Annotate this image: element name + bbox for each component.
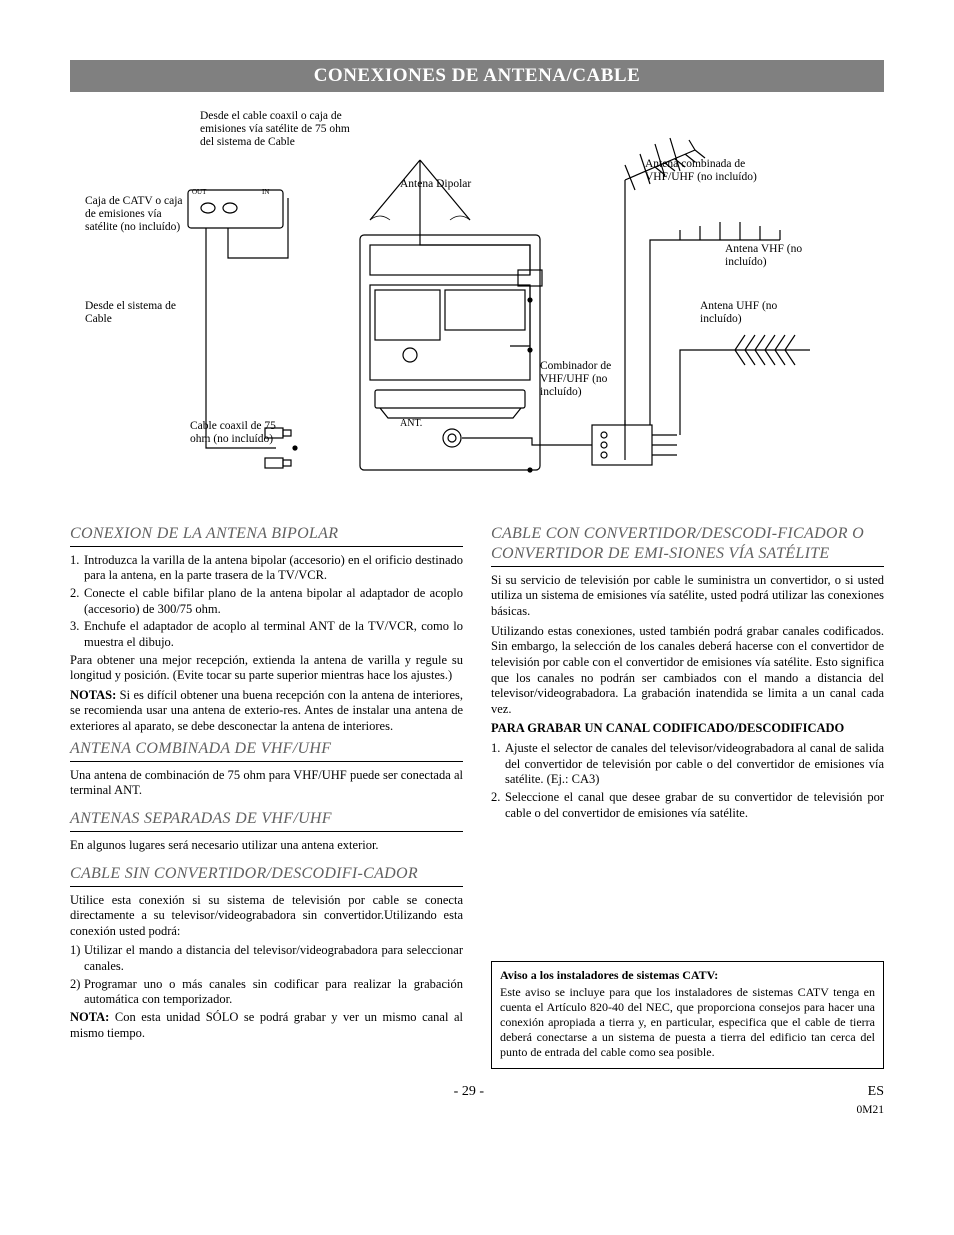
bipolar-p1: Para obtener una mejor recepción, extien… bbox=[70, 653, 463, 684]
conv-p1: Si su servicio de televisión por cable l… bbox=[491, 573, 884, 620]
noconv-li2: Programar uno o más canales sin codifica… bbox=[84, 977, 463, 1007]
page-number: - 29 - bbox=[70, 1083, 868, 1101]
lbl-from-system: Desde el sistema de Cable bbox=[85, 300, 195, 326]
notice-title: Aviso a los instaladores de sistemas CAT… bbox=[500, 968, 875, 983]
lbl-uhf: Antena UHF (no incluído) bbox=[700, 300, 810, 326]
h-noconv: CABLE SIN CONVERTIDOR/DESCODIFI-CADOR bbox=[70, 864, 463, 887]
combined-p: Una antena de combinación de 75 ohm para… bbox=[70, 768, 463, 799]
doc-code: 0M21 bbox=[70, 1103, 884, 1117]
bipolar-li1: Introduzca la varilla de la antena bipol… bbox=[84, 553, 463, 583]
bipolar-li3: Enchufe el adaptador de acoplo al termin… bbox=[84, 619, 463, 649]
lbl-coax75: Cable coaxil de 75 ohm (no incluído) bbox=[190, 420, 290, 446]
lbl-combiner: Combinador de VHF/UHF (no incluído) bbox=[540, 360, 650, 400]
lbl-dipole: Antena Dipolar bbox=[400, 178, 471, 191]
h-separate: ANTENAS SEPARADAS DE VHF/UHF bbox=[70, 809, 463, 832]
left-column: CONEXION DE LA ANTENA BIPOLAR 1.Introduz… bbox=[70, 514, 463, 1069]
h-combined: ANTENA COMBINADA DE VHF/UHF bbox=[70, 739, 463, 762]
body-columns: CONEXION DE LA ANTENA BIPOLAR 1.Introduz… bbox=[70, 514, 884, 1069]
separate-p: En algunos lugares será necesario utiliz… bbox=[70, 838, 463, 854]
lbl-out: OUT bbox=[192, 188, 206, 196]
lang-code: ES bbox=[868, 1083, 884, 1101]
conv-list: 1.Ajuste el selector de canales del tele… bbox=[491, 741, 884, 821]
conv-li1: Ajuste el selector de canales del televi… bbox=[505, 741, 884, 786]
page-footer: - 29 - ES bbox=[70, 1083, 884, 1101]
lbl-in: IN bbox=[262, 188, 269, 196]
lbl-catv-box: Caja de CATV o caja de emisiones vía sat… bbox=[85, 195, 195, 235]
notice-body: Este aviso se incluye para que los insta… bbox=[500, 985, 875, 1060]
catv-notice: Aviso a los instaladores de sistemas CAT… bbox=[491, 961, 884, 1069]
page-banner: CONEXIONES DE ANTENA/CABLE bbox=[70, 60, 884, 92]
lbl-from-coax: Desde el cable coaxil o caja de emisione… bbox=[200, 110, 360, 150]
noconv-note: NOTA: Con esta unidad SÓLO se podrá grab… bbox=[70, 1010, 463, 1041]
bipolar-li2: Conecte el cable bifilar plano de la ant… bbox=[84, 586, 463, 616]
connection-diagram: Desde el cable coaxil o caja de emisione… bbox=[70, 100, 884, 500]
bipolar-steps: 1.Introduzca la varilla de la antena bip… bbox=[70, 553, 463, 651]
lbl-vhf: Antena VHF (no incluído) bbox=[725, 243, 835, 269]
lbl-combined: Antena combinada de VHF/UHF (no incluído… bbox=[645, 158, 795, 184]
right-column: CABLE CON CONVERTIDOR/DESCODI-FICADOR O … bbox=[491, 514, 884, 1069]
lbl-ant: ANT. bbox=[400, 418, 422, 430]
bipolar-notes: NOTAS: Si es difícil obtener una buena r… bbox=[70, 688, 463, 735]
conv-li2: Seleccione el canal que desee grabar de … bbox=[505, 790, 884, 820]
noconv-p1: Utilice esta conexión si su sistema de t… bbox=[70, 893, 463, 940]
noconv-list: 1)Utilizar el mando a distancia del tele… bbox=[70, 943, 463, 1008]
noconv-li1: Utilizar el mando a distancia del televi… bbox=[84, 943, 463, 973]
conv-p2: Utilizando estas conexiones, usted tambi… bbox=[491, 624, 884, 718]
conv-p3: PARA GRABAR UN CANAL CODIFICADO/DESCODIF… bbox=[491, 721, 884, 737]
h-bipolar: CONEXION DE LA ANTENA BIPOLAR bbox=[70, 524, 463, 547]
h-conv: CABLE CON CONVERTIDOR/DESCODI-FICADOR O … bbox=[491, 524, 884, 567]
